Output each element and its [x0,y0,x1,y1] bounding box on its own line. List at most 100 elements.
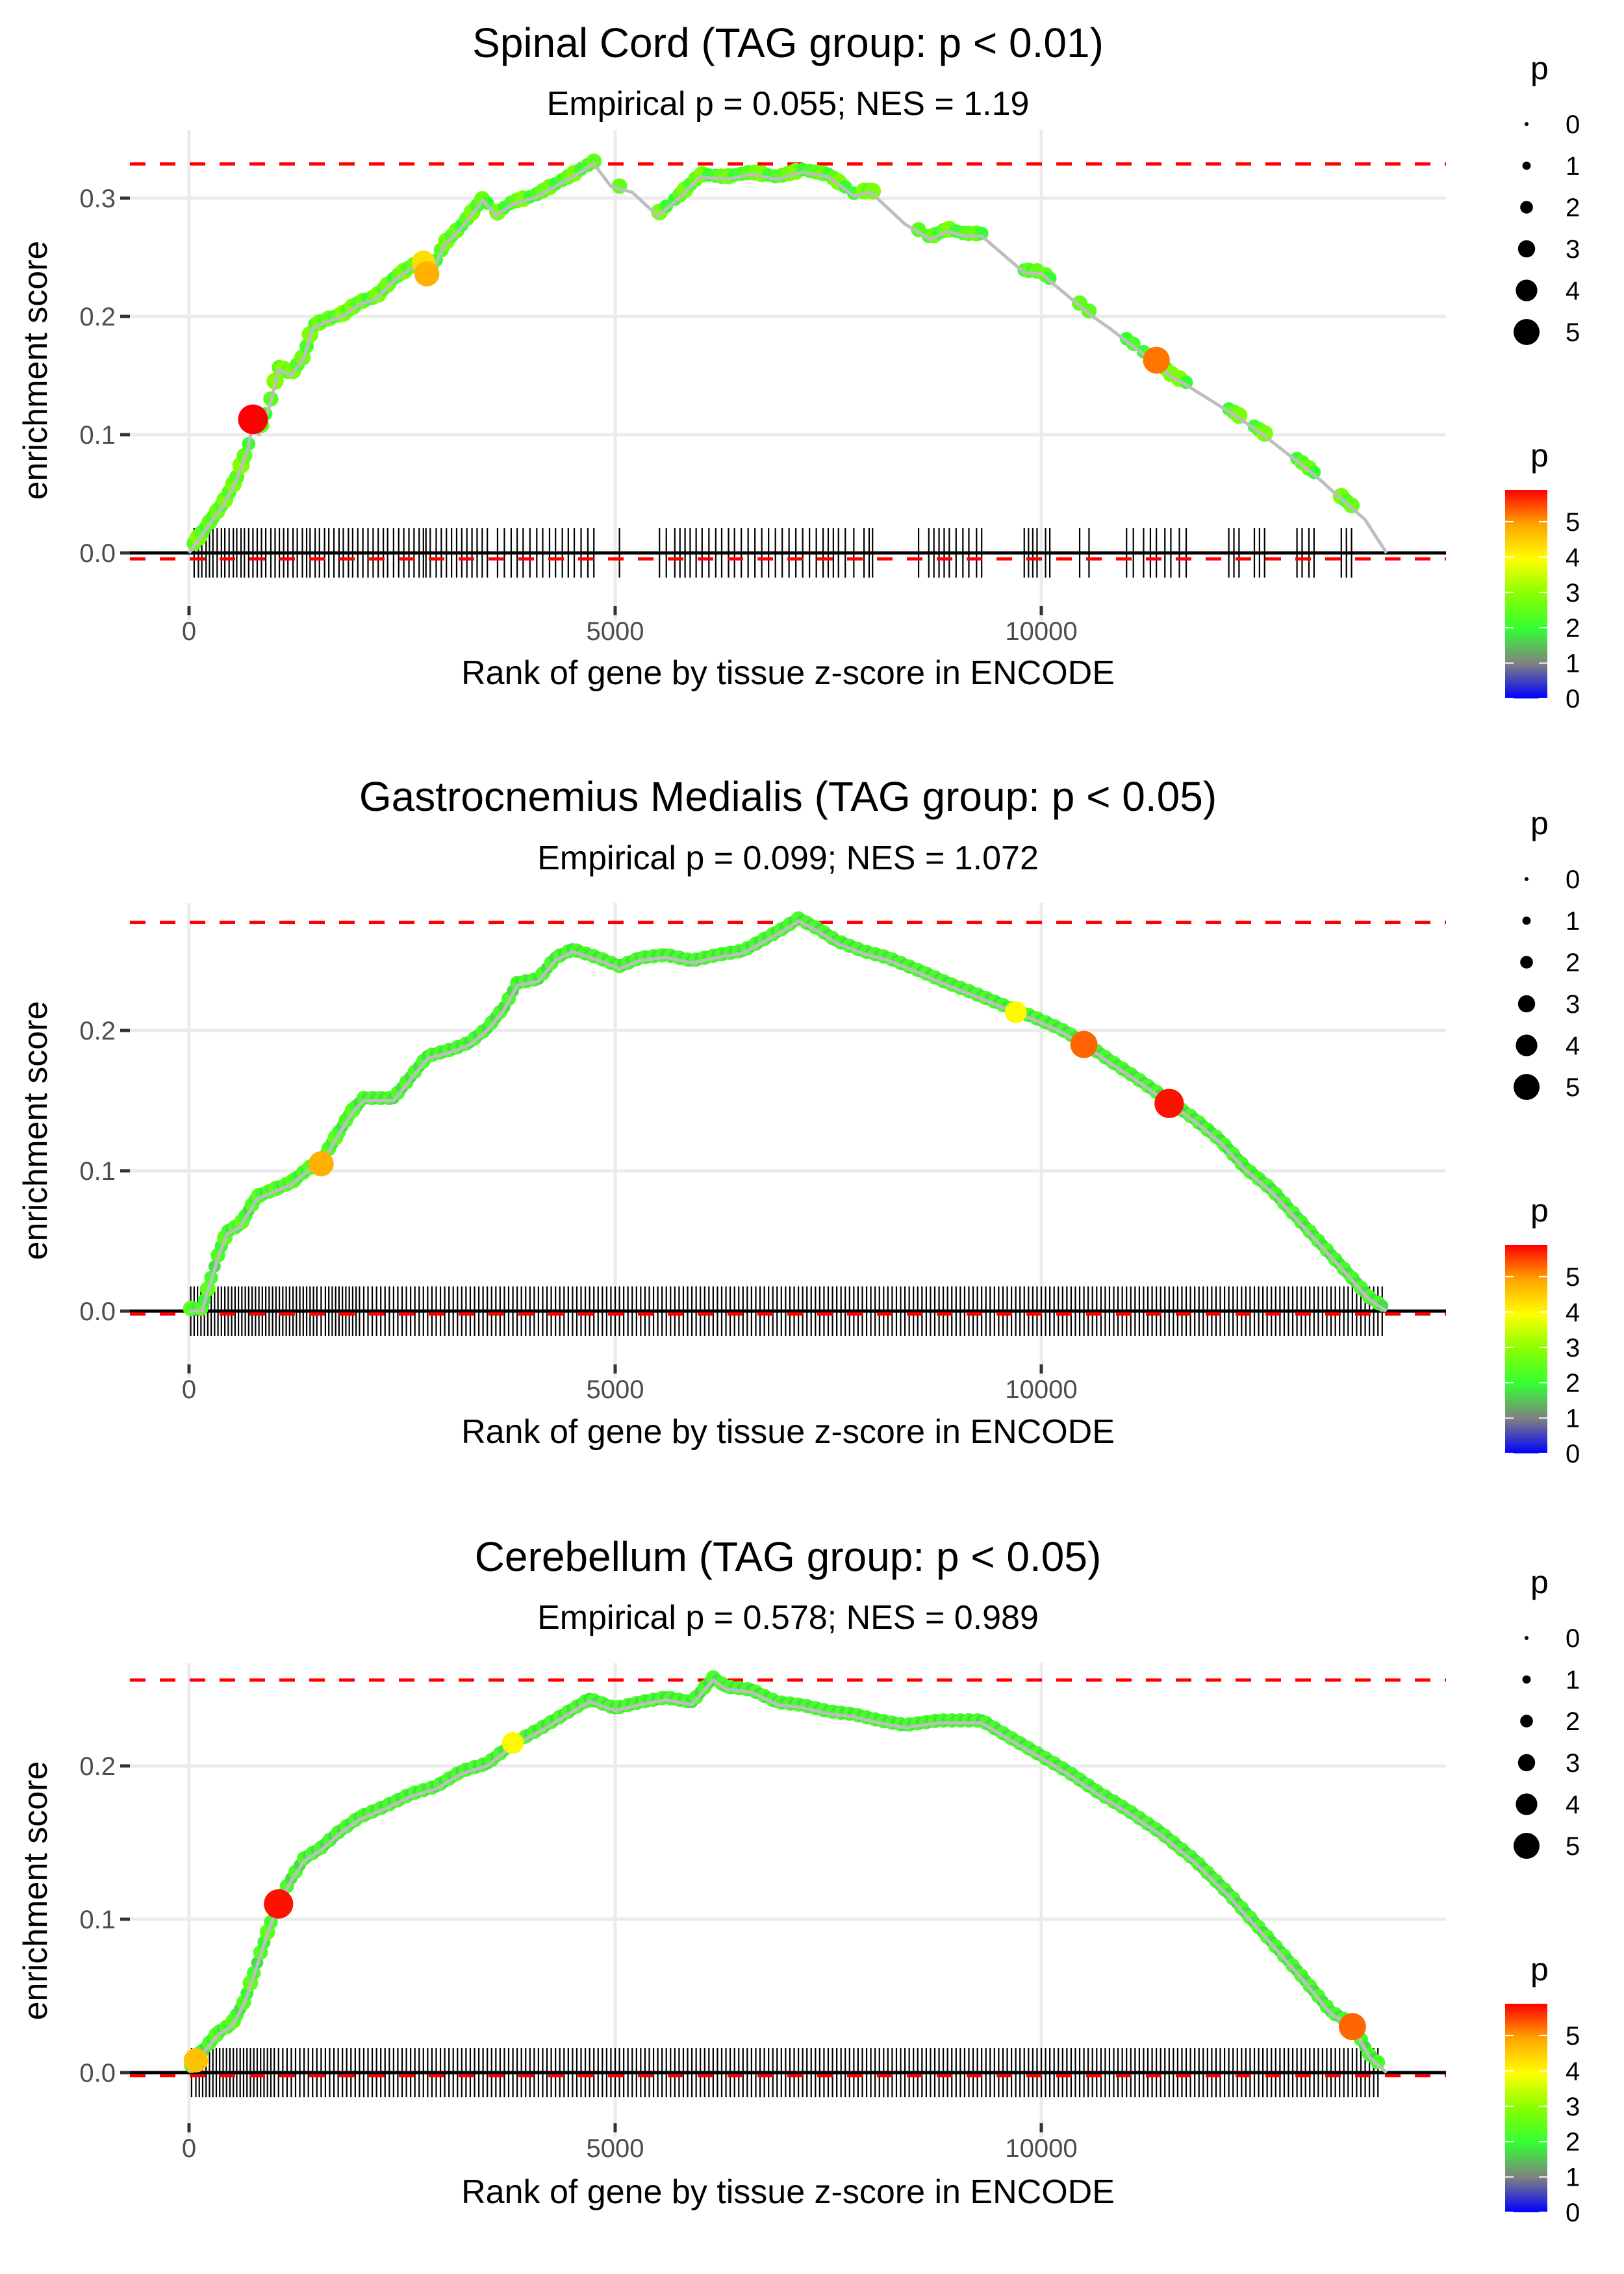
color-legend-title: p [1530,1192,1549,1229]
highlight-point [264,1889,294,1919]
size-legend-key [1514,1833,1540,1859]
y-tick-label: 0.2 [79,1017,116,1045]
size-legend-key [1517,995,1536,1013]
size-legend-label: 1 [1566,1666,1580,1694]
size-legend-label: 3 [1566,235,1580,264]
size-legend-key [1522,916,1531,925]
size-legend-label: 0 [1566,1624,1580,1653]
highlight-point [309,1151,334,1177]
color-legend-label: 0 [1566,685,1580,713]
size-legend-key [1516,1793,1538,1815]
hit-points [186,153,1360,551]
y-tick-label: 0.0 [79,2059,116,2088]
size-legend-key [1516,279,1538,301]
size-legend-key [1516,1034,1538,1056]
x-tick-label: 5000 [587,2134,644,2163]
size-legend-label: 2 [1566,1707,1580,1736]
color-legend-label: 4 [1566,543,1580,572]
highlight-point [414,261,440,287]
y-axis-title: enrichment score [17,1761,55,2021]
color-legend-label: 3 [1566,579,1580,607]
color-legend-label: 3 [1566,2093,1580,2121]
highlight-point [501,1731,524,1754]
plot-area: 0 5000 10000 0.0 0.1 0.2 [79,903,1446,1404]
size-legend-key [1522,1675,1531,1684]
highlight-point [1143,346,1170,374]
size-legend-label: 0 [1566,110,1580,139]
panel-cerebellum: Cerebellum (TAG group: p < 0.05) Empiric… [17,1533,1580,2227]
highlight-point [238,404,268,435]
size-legend-label: 0 [1566,865,1580,894]
y-tick-label: 0.0 [79,1297,116,1326]
color-legend-label: 4 [1566,2057,1580,2086]
highlight-point [1338,2013,1366,2041]
size-legend-label: 5 [1566,1832,1580,1861]
size-legend-key [1514,319,1540,345]
running-enrichment-line [187,1678,1388,2074]
color-legend-label: 3 [1566,1334,1580,1362]
size-legend-label: 5 [1566,1073,1580,1102]
x-tick-label: 0 [182,2134,196,2163]
panel-gastrocnemius-medialis: Gastrocnemius Medialis (TAG group: p < 0… [17,773,1580,1468]
x-tick-label: 5000 [587,617,644,646]
color-legend-label: 5 [1566,508,1580,537]
panel-subtitle: Empirical p = 0.578; NES = 0.989 [537,1599,1039,1637]
y-axis-title: enrichment score [17,1001,55,1260]
size-legend-label: 1 [1566,152,1580,181]
size-legend-label: 4 [1566,1032,1580,1060]
size-legend-label: 2 [1566,194,1580,222]
panel-subtitle: Empirical p = 0.099; NES = 1.072 [537,839,1039,877]
size-legend-key [1520,201,1533,214]
highlight-point [183,2048,209,2073]
x-axis-title: Rank of gene by tissue z-score in ENCODE [461,1413,1115,1451]
running-enrichment-line [187,162,1388,554]
x-axis-title: Rank of gene by tissue z-score in ENCODE [461,2173,1115,2211]
color-legend-label: 2 [1566,614,1580,643]
color-legend-label: 5 [1566,1263,1580,1292]
color-legend-label: 1 [1566,650,1580,678]
x-tick-label: 10000 [1005,2134,1077,2163]
size-legend-label: 4 [1566,1791,1580,1819]
x-tick-label: 10000 [1005,617,1077,646]
color-legend-label: 5 [1566,2022,1580,2050]
y-axis-title: enrichment score [17,241,55,500]
hit-points [183,911,1389,1316]
color-legend-label: 4 [1566,1298,1580,1327]
x-tick-label: 5000 [587,1375,644,1404]
hit-rug [190,2048,1379,2097]
color-legend-label: 1 [1566,1405,1580,1433]
size-legend-key [1514,1074,1540,1100]
color-legend-title: p [1530,437,1549,474]
panel-title: Spinal Cord (TAG group: p < 0.01) [472,19,1104,66]
size-legend-title: p [1530,1564,1549,1600]
size-legend-label: 5 [1566,318,1580,347]
size-legend-label: 2 [1566,949,1580,977]
x-tick-label: 10000 [1005,1375,1077,1404]
plot-area: 0 5000 10000 0.0 0.1 0.2 [79,1663,1446,2163]
size-legend-key [1525,877,1529,881]
size-legend-title: p [1530,805,1549,841]
x-axis-title: Rank of gene by tissue z-score in ENCODE [461,654,1115,692]
color-legend-label: 2 [1566,2128,1580,2156]
size-legend-key [1525,1636,1529,1640]
color-legend-label: 2 [1566,1369,1580,1398]
size-legend-label: 4 [1566,277,1580,305]
x-tick-label: 0 [182,617,196,646]
panel-title: Cerebellum (TAG group: p < 0.05) [475,1533,1102,1580]
y-tick-label: 0.3 [79,185,116,213]
size-legend-key [1520,956,1533,969]
plot-area: 0 5000 10000 0.0 0.1 0.2 0.3 [79,130,1446,646]
size-legend-label: 3 [1566,990,1580,1019]
running-enrichment-line [189,919,1388,1313]
y-tick-label: 0.1 [79,421,116,450]
hit-point [864,183,882,200]
x-tick-label: 0 [182,1375,196,1404]
size-legend-key [1517,240,1536,258]
color-legend-label: 0 [1566,1440,1580,1468]
size-legend-key [1522,161,1531,170]
color-legend-title: p [1530,1951,1549,1987]
